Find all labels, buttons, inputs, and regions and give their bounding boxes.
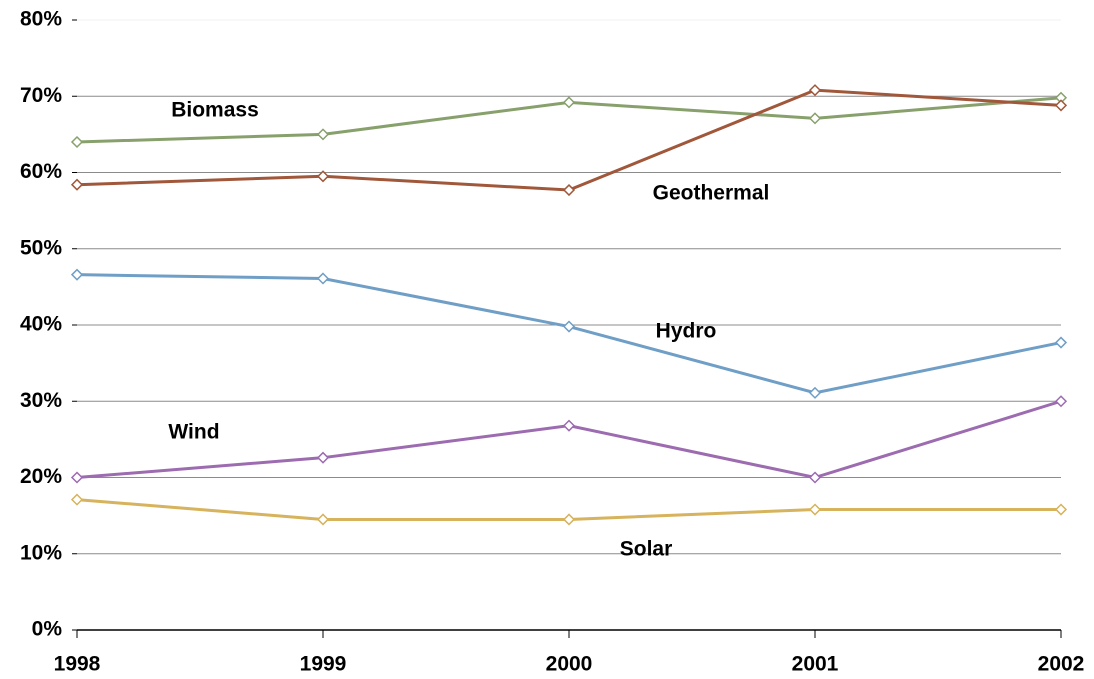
marker xyxy=(70,493,84,506)
marker xyxy=(808,84,822,97)
marker xyxy=(562,183,576,197)
x-tick-label: 1999 xyxy=(300,653,347,676)
x-tick-label: 1998 xyxy=(54,653,101,676)
y-tick-label: 10% xyxy=(20,541,62,564)
marker xyxy=(562,513,576,526)
series-label: Geothermal xyxy=(653,182,770,205)
marker xyxy=(808,471,822,484)
marker xyxy=(316,272,330,285)
y-tick-label: 60% xyxy=(20,160,62,183)
marker xyxy=(70,471,84,484)
series-line xyxy=(76,273,1062,395)
x-tick-label: 2002 xyxy=(1038,653,1085,676)
marker xyxy=(316,128,330,141)
x-tick-label: 2001 xyxy=(792,653,839,676)
y-tick-label: 30% xyxy=(20,389,62,412)
series-label: Solar xyxy=(620,538,673,561)
marker xyxy=(1054,503,1068,516)
marker xyxy=(1054,336,1068,349)
y-tick-label: 20% xyxy=(20,465,62,488)
marker xyxy=(316,513,330,526)
series-label: Wind xyxy=(168,421,219,444)
marker xyxy=(562,419,576,432)
marker xyxy=(562,320,576,333)
marker xyxy=(808,386,822,399)
marker xyxy=(316,170,330,183)
marker xyxy=(316,451,330,464)
marker xyxy=(808,112,822,125)
marker xyxy=(70,135,84,149)
series-line xyxy=(76,399,1062,480)
x-tick-label: 2000 xyxy=(546,653,593,676)
y-tick-label: 80% xyxy=(20,8,62,31)
y-tick-label: 70% xyxy=(20,84,62,107)
marker xyxy=(1054,395,1068,408)
series-label: Hydro xyxy=(656,320,717,343)
marker xyxy=(562,96,576,109)
y-tick-label: 0% xyxy=(32,618,63,641)
marker xyxy=(70,178,84,191)
y-tick-label: 50% xyxy=(20,236,62,259)
y-tick-label: 40% xyxy=(20,313,62,336)
series-label: Biomass xyxy=(171,99,259,122)
marker xyxy=(70,268,84,281)
marker xyxy=(1054,99,1068,112)
marker xyxy=(808,503,822,516)
